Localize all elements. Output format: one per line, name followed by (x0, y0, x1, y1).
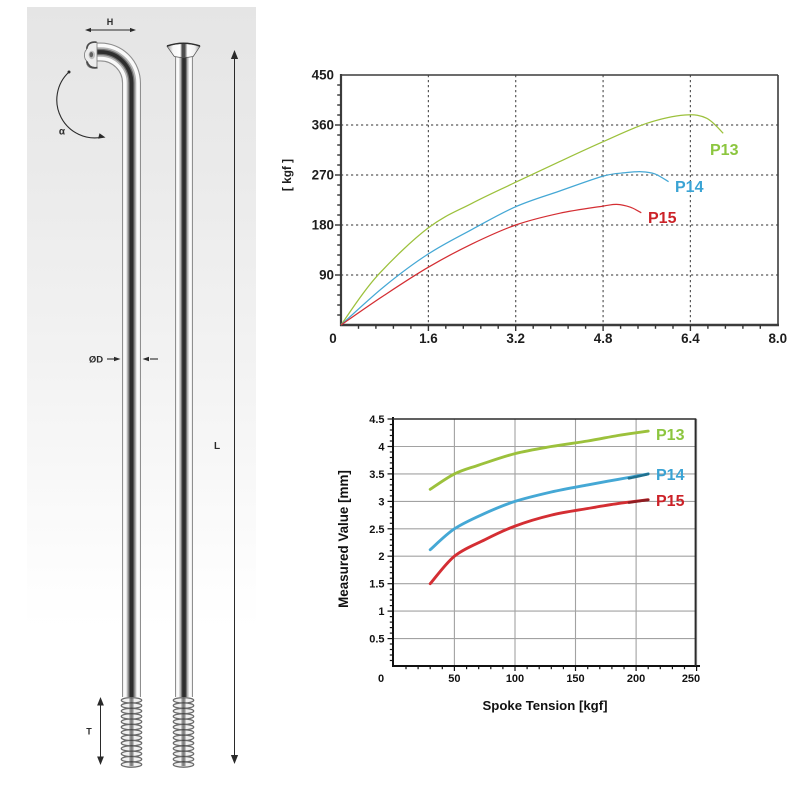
svg-text:4.8: 4.8 (594, 331, 613, 346)
svg-text:P14: P14 (656, 467, 685, 484)
svg-text:P15: P15 (656, 493, 685, 510)
svg-text:L: L (214, 441, 220, 452)
svg-text:3.2: 3.2 (506, 331, 525, 346)
svg-text:100: 100 (506, 673, 524, 685)
svg-text:6.4: 6.4 (681, 331, 700, 346)
svg-text:P13: P13 (710, 142, 739, 159)
svg-text:P14: P14 (675, 179, 704, 196)
svg-text:2.5: 2.5 (369, 524, 384, 536)
svg-text:270: 270 (312, 167, 334, 182)
svg-text:4.5: 4.5 (369, 414, 384, 426)
svg-text:90: 90 (319, 267, 334, 282)
svg-text:200: 200 (627, 673, 645, 685)
svg-text:0: 0 (378, 673, 384, 685)
svg-text:0.5: 0.5 (369, 634, 384, 646)
svg-text:4: 4 (378, 442, 385, 454)
svg-text:3.5: 3.5 (369, 469, 384, 481)
svg-text:P13: P13 (656, 427, 685, 444)
svg-text:T: T (86, 727, 92, 737)
svg-text:Measured Value [mm]: Measured Value [mm] (336, 470, 351, 608)
svg-text:0: 0 (329, 331, 336, 346)
svg-text:1: 1 (378, 606, 384, 618)
svg-text:P15: P15 (648, 210, 677, 227)
svg-text:ØD: ØD (89, 355, 103, 366)
svg-text:150: 150 (566, 673, 584, 685)
svg-text:3: 3 (378, 496, 384, 508)
svg-text:180: 180 (312, 217, 334, 232)
svg-text:1.5: 1.5 (369, 579, 384, 591)
svg-text:250: 250 (682, 673, 700, 685)
svg-text:α: α (59, 127, 66, 138)
svg-text:[ kgf ]: [ kgf ] (280, 159, 294, 191)
svg-text:1.6: 1.6 (419, 331, 438, 346)
svg-text:50: 50 (448, 673, 460, 685)
svg-text:8.0: 8.0 (768, 331, 787, 346)
svg-text:360: 360 (312, 117, 334, 132)
svg-text:H: H (107, 17, 114, 27)
svg-text:Spoke Tension [kgf]: Spoke Tension [kgf] (482, 698, 607, 713)
svg-text:2: 2 (378, 551, 384, 563)
svg-text:450: 450 (312, 67, 334, 82)
